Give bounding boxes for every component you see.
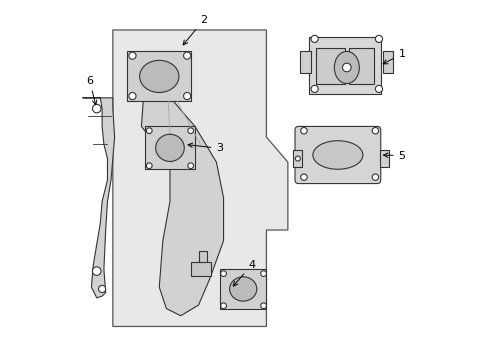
Circle shape bbox=[147, 163, 152, 168]
Circle shape bbox=[301, 127, 307, 134]
Text: 2: 2 bbox=[183, 15, 207, 45]
Circle shape bbox=[184, 93, 191, 100]
Circle shape bbox=[261, 303, 267, 309]
Bar bbox=[220, 269, 267, 309]
Bar bbox=[145, 126, 195, 169]
Ellipse shape bbox=[334, 51, 359, 84]
Bar bbox=[192, 262, 211, 276]
Polygon shape bbox=[82, 98, 115, 298]
Circle shape bbox=[220, 271, 226, 276]
Bar bbox=[383, 51, 393, 73]
Ellipse shape bbox=[156, 134, 184, 161]
Polygon shape bbox=[113, 30, 288, 327]
Circle shape bbox=[93, 267, 101, 275]
Circle shape bbox=[301, 174, 307, 180]
Circle shape bbox=[129, 93, 136, 100]
Bar bbox=[317, 48, 345, 84]
Bar bbox=[198, 251, 207, 262]
Ellipse shape bbox=[140, 60, 179, 93]
Bar bbox=[293, 150, 302, 167]
Circle shape bbox=[220, 303, 226, 309]
Circle shape bbox=[343, 63, 351, 72]
Circle shape bbox=[311, 35, 318, 42]
Text: 5: 5 bbox=[384, 150, 406, 161]
Bar bbox=[380, 150, 389, 167]
Ellipse shape bbox=[230, 277, 257, 301]
Circle shape bbox=[372, 127, 379, 134]
Circle shape bbox=[188, 128, 194, 134]
Circle shape bbox=[295, 156, 300, 161]
Ellipse shape bbox=[313, 141, 363, 169]
Circle shape bbox=[372, 174, 379, 180]
Text: 3: 3 bbox=[188, 143, 223, 153]
Circle shape bbox=[375, 35, 383, 42]
Circle shape bbox=[375, 85, 383, 93]
Text: 6: 6 bbox=[86, 76, 97, 105]
Bar bbox=[127, 51, 192, 102]
Bar bbox=[309, 37, 381, 94]
Text: 4: 4 bbox=[233, 260, 256, 286]
Circle shape bbox=[188, 163, 194, 168]
Circle shape bbox=[147, 128, 152, 134]
Circle shape bbox=[98, 285, 106, 293]
Bar bbox=[300, 51, 311, 73]
Circle shape bbox=[261, 271, 267, 276]
Text: 1: 1 bbox=[383, 49, 406, 64]
Circle shape bbox=[311, 85, 318, 93]
Circle shape bbox=[184, 52, 191, 59]
FancyBboxPatch shape bbox=[295, 126, 381, 184]
Circle shape bbox=[93, 104, 101, 113]
Bar bbox=[348, 48, 373, 84]
Polygon shape bbox=[142, 102, 223, 316]
Circle shape bbox=[129, 52, 136, 59]
